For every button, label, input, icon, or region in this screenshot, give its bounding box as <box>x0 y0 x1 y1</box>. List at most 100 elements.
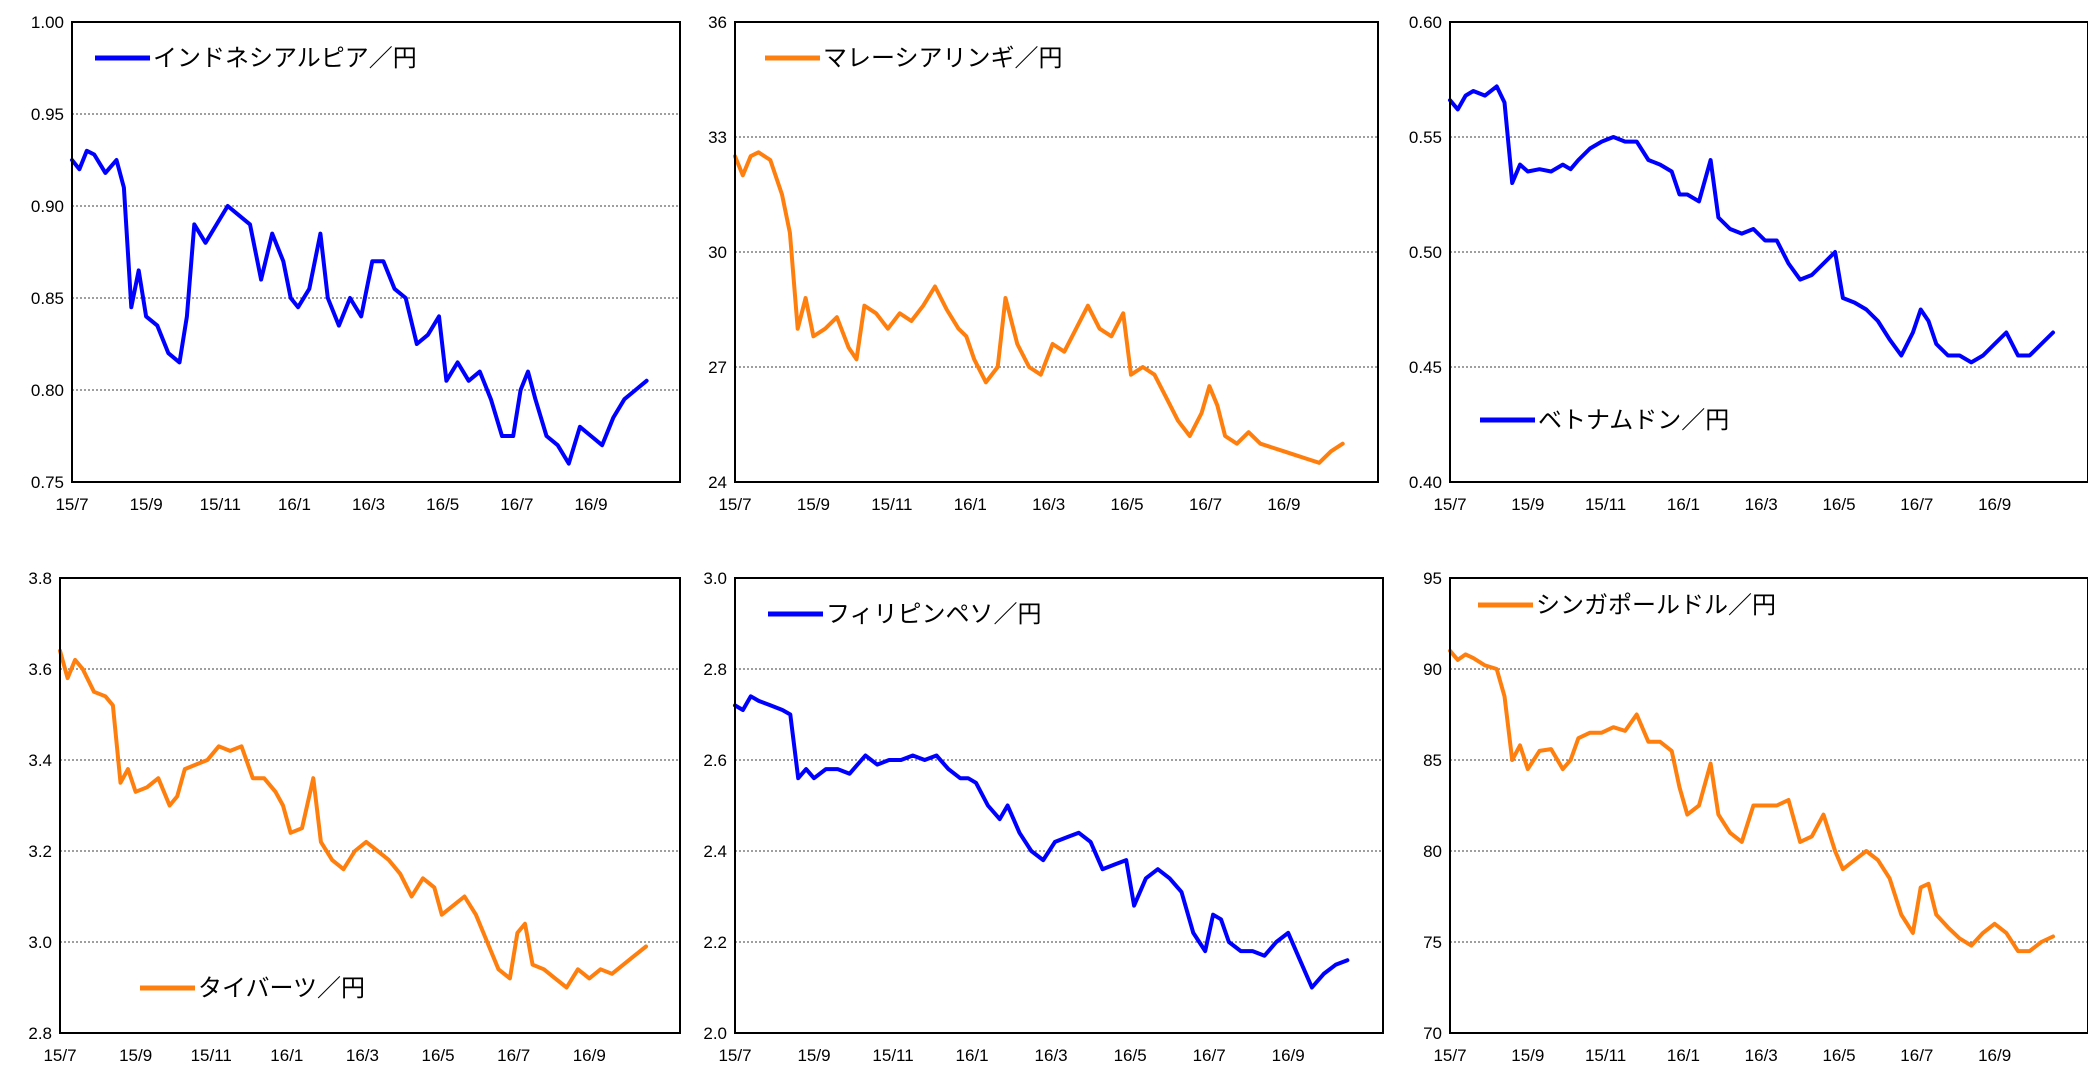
x-tick-label: 16/5 <box>1822 495 1855 514</box>
x-tick-label: 15/9 <box>119 1046 152 1065</box>
x-tick-label: 15/11 <box>1585 495 1626 514</box>
y-tick-label: 30 <box>708 243 727 262</box>
y-tick-label: 95 <box>1423 569 1442 588</box>
series-line <box>70 148 649 466</box>
x-tick-label: 16/5 <box>422 1046 455 1065</box>
y-tick-label: 2.0 <box>703 1024 727 1043</box>
x-tick-label: 15/7 <box>718 1046 751 1065</box>
chart-panel-4: 2.8 3.0 3.2 3.4 3.6 3.8 15/7 15/9 15/11 16/1 16/3 1… <box>28 569 681 1065</box>
plot-frame <box>1449 21 2088 483</box>
y-tick-label: 0.40 <box>1409 473 1442 492</box>
chart-panel-6: 70 75 80 85 90 95 15/7 15/9 15/11 16/1 16/3 16/5 16/… <box>1423 569 2088 1065</box>
x-tick-label: 16/7 <box>1193 1046 1226 1065</box>
series-line <box>733 694 1350 990</box>
x-tick-label: 16/5 <box>426 495 459 514</box>
x-tick-label: 16/1 <box>278 495 311 514</box>
plot-frame <box>734 21 1379 483</box>
legend-label: マレーシアリンギ／円 <box>823 44 1063 72</box>
y-tick-label: 27 <box>708 358 727 377</box>
chart-panel-5: 2.0 2.2 2.4 2.6 2.8 3.0 15/7 15/9 15/11 16/1 16/3 1… <box>703 569 1384 1065</box>
y-tick-label: 3.8 <box>28 569 52 588</box>
y-tick-label: 0.85 <box>31 289 64 308</box>
chart-panel-1: 0.75 0.80 0.85 0.90 0.95 1.00 15/7 15/9 15/11 16/… <box>31 13 681 514</box>
x-tick-label: 15/7 <box>1433 495 1466 514</box>
y-tick-label: 33 <box>708 128 727 147</box>
y-tick-label: 2.2 <box>703 933 727 952</box>
x-tick-label: 15/7 <box>55 495 88 514</box>
x-tick-label: 16/9 <box>574 495 607 514</box>
legend-label: タイバーツ／円 <box>198 974 365 1002</box>
x-tick-label: 16/1 <box>954 495 987 514</box>
y-tick-label: 24 <box>708 473 727 492</box>
x-tick-label: 16/9 <box>1978 495 2011 514</box>
y-tick-label: 2.8 <box>703 660 727 679</box>
legend-label: フィリピンペソ／円 <box>826 600 1042 628</box>
x-tick-label: 16/1 <box>1667 495 1700 514</box>
x-tick-label: 16/9 <box>1272 1046 1305 1065</box>
x-tick-label: 15/9 <box>797 495 830 514</box>
y-tick-label: 75 <box>1423 933 1442 952</box>
x-tick-label: 16/1 <box>1667 1046 1700 1065</box>
y-tick-label: 3.0 <box>703 569 727 588</box>
y-tick-label: 3.2 <box>28 842 52 861</box>
x-tick-label: 16/3 <box>1745 1046 1778 1065</box>
x-tick-label: 16/3 <box>1035 1046 1068 1065</box>
y-tick-label: 0.55 <box>1409 128 1442 147</box>
x-tick-label: 16/3 <box>352 495 385 514</box>
plot-frame <box>1449 577 2088 1034</box>
y-tick-label: 0.60 <box>1409 13 1442 32</box>
chart-panel-3: 0.40 0.45 0.50 0.55 0.60 15/7 15/9 15/11 16/1 16/… <box>1409 13 2088 514</box>
x-tick-label: 16/9 <box>1267 495 1300 514</box>
plot-frame <box>71 21 681 483</box>
y-tick-label: 0.90 <box>31 197 64 216</box>
y-tick-label: 85 <box>1423 751 1442 770</box>
y-tick-label: 2.6 <box>703 751 727 770</box>
x-tick-label: 15/11 <box>191 1046 232 1065</box>
y-tick-label: 36 <box>708 13 727 32</box>
x-tick-label: 16/5 <box>1822 1046 1855 1065</box>
x-tick-label: 16/7 <box>1900 1046 1933 1065</box>
x-tick-label: 16/3 <box>1032 495 1065 514</box>
x-tick-label: 16/9 <box>573 1046 606 1065</box>
y-tick-label: 70 <box>1423 1024 1442 1043</box>
legend-label: インドネシアルピア／円 <box>153 44 417 72</box>
legend-label: ベトナムドン／円 <box>1538 406 1729 434</box>
series-line <box>733 150 1345 465</box>
x-tick-label: 15/9 <box>1511 495 1544 514</box>
plot-frame <box>59 577 681 1034</box>
x-tick-label: 15/11 <box>871 495 912 514</box>
x-tick-label: 15/11 <box>872 1046 913 1065</box>
y-tick-label: 0.50 <box>1409 243 1442 262</box>
x-tick-label: 16/1 <box>956 1046 989 1065</box>
x-tick-label: 16/7 <box>500 495 533 514</box>
y-tick-label: 0.95 <box>31 105 64 124</box>
y-tick-label: 1.00 <box>31 13 64 32</box>
legend-label: シンガポールドル／円 <box>1536 591 1776 619</box>
x-tick-label: 15/9 <box>130 495 163 514</box>
x-tick-label: 15/7 <box>1433 1046 1466 1065</box>
x-tick-label: 16/9 <box>1978 1046 2011 1065</box>
x-tick-label: 16/1 <box>270 1046 303 1065</box>
x-tick-label: 16/5 <box>1114 1046 1147 1065</box>
x-tick-label: 16/3 <box>346 1046 379 1065</box>
y-tick-label: 0.75 <box>31 473 64 492</box>
x-tick-label: 16/7 <box>497 1046 530 1065</box>
y-tick-label: 0.45 <box>1409 358 1442 377</box>
y-tick-label: 3.6 <box>28 660 52 679</box>
chart-panel-2: 24 27 30 33 36 15/7 15/9 15/11 16/1 16/3 16/5 16/7 1… <box>708 13 1379 514</box>
plot-frame <box>734 577 1384 1034</box>
x-tick-label: 16/5 <box>1111 495 1144 514</box>
y-tick-label: 90 <box>1423 660 1442 679</box>
y-tick-label: 2.4 <box>703 842 727 861</box>
x-tick-label: 15/9 <box>1511 1046 1544 1065</box>
series-line <box>1448 84 2055 365</box>
x-tick-label: 15/9 <box>797 1046 830 1065</box>
x-tick-label: 16/7 <box>1900 495 1933 514</box>
y-tick-label: 80 <box>1423 842 1442 861</box>
x-tick-label: 15/7 <box>718 495 751 514</box>
x-tick-label: 16/3 <box>1745 495 1778 514</box>
x-tick-label: 15/7 <box>43 1046 76 1065</box>
y-tick-label: 0.80 <box>31 381 64 400</box>
x-tick-label: 15/11 <box>1585 1046 1626 1065</box>
y-tick-label: 3.0 <box>28 933 52 952</box>
